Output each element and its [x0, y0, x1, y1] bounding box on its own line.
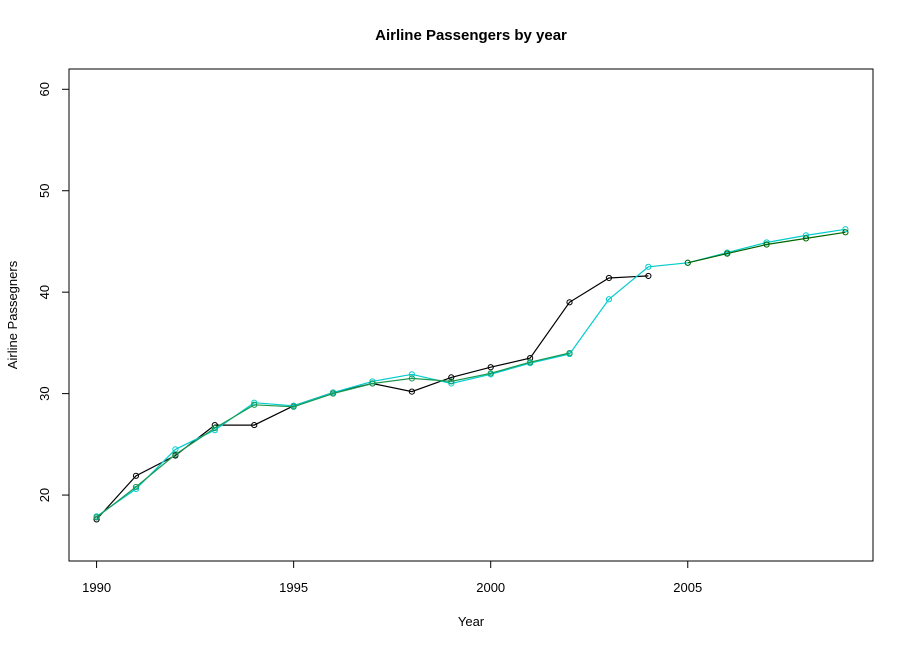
data-point	[487, 370, 494, 377]
data-point	[132, 483, 140, 491]
series-line	[96, 228, 846, 517]
y-tick-label: 40	[37, 285, 52, 299]
series-line	[96, 275, 649, 520]
x-tick-label: 2000	[476, 580, 505, 595]
y-tick-label: 50	[37, 183, 52, 197]
data-point	[408, 375, 415, 382]
data-point	[290, 403, 297, 410]
series-line	[687, 231, 846, 264]
data-point	[566, 299, 573, 306]
chart-title: Airline Passengers by year	[375, 27, 567, 44]
data-point	[645, 263, 652, 270]
series-3	[684, 229, 849, 266]
data-point	[448, 374, 455, 381]
data-point	[448, 378, 455, 385]
series-line	[96, 352, 570, 518]
y-axis-title: Airline Passegners	[5, 260, 20, 369]
x-axis: 1990 1995 2000 2005	[82, 560, 702, 595]
data-point	[132, 472, 140, 479]
data-point	[251, 401, 258, 408]
x-tick-label: 1995	[279, 580, 308, 595]
data-point	[329, 390, 337, 397]
data-point	[487, 364, 494, 371]
y-axis: 20 30 40 50 60	[37, 82, 69, 502]
data-point	[802, 235, 810, 242]
plot-frame	[68, 68, 874, 562]
data-point	[842, 226, 849, 233]
data-point	[724, 250, 731, 257]
series-2	[93, 349, 573, 521]
data-point	[645, 272, 652, 280]
y-tick-label: 60	[37, 82, 52, 96]
data-point	[408, 388, 415, 395]
data-point	[566, 349, 573, 357]
x-tick-label: 1990	[82, 580, 111, 595]
data-point	[172, 451, 179, 458]
data-point	[605, 274, 613, 282]
data-point	[211, 425, 218, 432]
series-layer	[93, 226, 849, 523]
data-point	[605, 296, 613, 303]
data-point	[369, 380, 376, 387]
y-tick-label: 30	[37, 386, 52, 400]
data-point	[408, 371, 415, 378]
data-point	[684, 259, 691, 266]
data-point	[251, 421, 258, 429]
x-axis-title: Year	[458, 614, 485, 629]
y-tick-label: 20	[37, 488, 52, 502]
data-point	[527, 359, 534, 366]
series-0	[93, 272, 652, 523]
x-tick-label: 2005	[673, 580, 702, 595]
data-point	[93, 514, 100, 521]
data-point	[763, 241, 770, 248]
data-point	[842, 229, 849, 236]
